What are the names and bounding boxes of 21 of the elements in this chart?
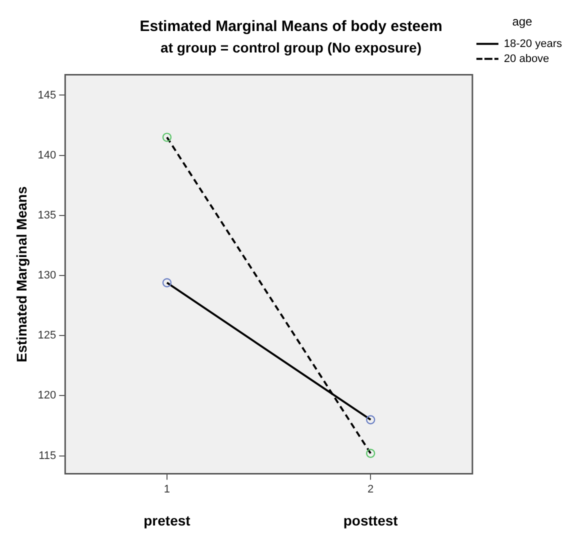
x-tick-label: 1: [164, 483, 170, 496]
legend-title: age: [512, 14, 533, 28]
point: [162, 278, 172, 288]
y-tick-label: 145: [38, 89, 56, 102]
y-tick-label: 135: [38, 209, 56, 222]
y-tick-label: 130: [38, 270, 56, 282]
y-axis-title: Estimated Marginal Means: [13, 186, 30, 362]
text: posttest: [343, 512, 398, 529]
legend-label: 18-20 years: [504, 38, 562, 50]
point: [366, 415, 376, 424]
text: pretest: [144, 512, 191, 529]
x-tick-label: 2: [368, 483, 374, 496]
legend-label: 20 above: [504, 52, 550, 65]
y-tick-label: 120: [38, 390, 56, 402]
chart-subtitle: at group = control group (No exposure): [160, 39, 422, 56]
chart-title: Estimated Marginal Means of body esteem: [140, 18, 442, 36]
y-tick-label: 140: [38, 149, 56, 162]
y-tick-label: 115: [38, 450, 56, 462]
point: [366, 448, 376, 458]
point: [162, 132, 172, 142]
y-tick-label: 125: [38, 330, 56, 342]
